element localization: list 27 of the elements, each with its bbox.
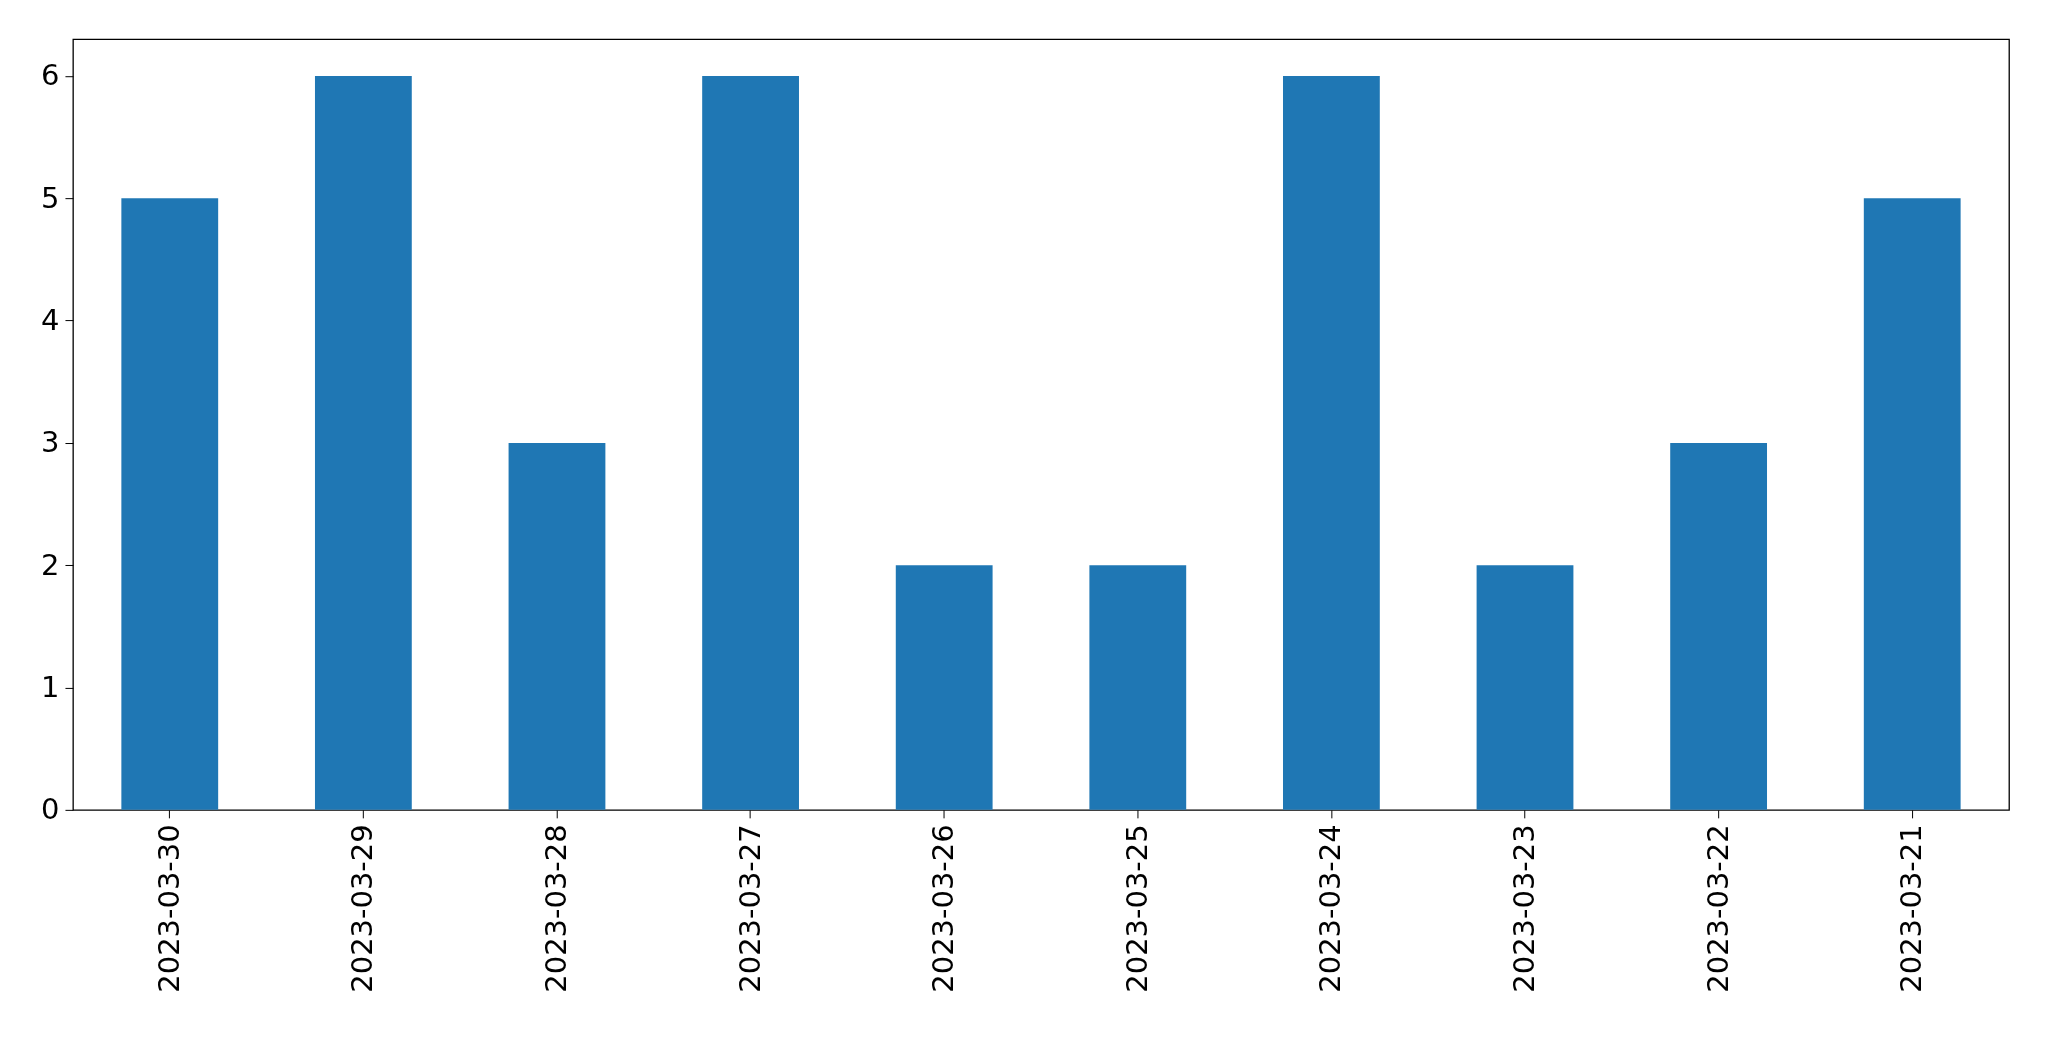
bar [1089,565,1187,810]
x-tick-label: 2023-03-26 [926,824,961,993]
bar [1670,442,1768,810]
bar [314,75,412,810]
y-tick-label: 5 [41,180,60,215]
x-tick-label: 2023-03-23 [1507,824,1541,993]
x-tick-label: 2023-03-28 [538,824,573,993]
y-tick-label: 4 [41,303,60,338]
bar [508,442,606,810]
bar [121,198,219,810]
x-tick-label: 2023-03-22 [1700,824,1735,993]
x-tick-label: 2023-03-25 [1119,824,1154,993]
y-tick-label: 3 [41,425,60,460]
x-tick-label: 2023-03-21 [1894,824,1929,993]
x-tick-label: 2023-03-29 [345,824,380,993]
y-tick-label: 0 [41,792,60,827]
x-tick-label: 2023-03-27 [732,824,767,993]
y-tick-label: 2 [41,547,60,582]
bar [1476,565,1574,810]
bar [702,75,799,810]
x-tick-label: 2023-03-30 [151,824,186,993]
x-tick-label: 2023-03-24 [1313,824,1348,993]
bar [1283,75,1380,810]
bar [1863,198,1961,810]
y-tick-label: 6 [41,58,60,93]
bar [895,565,993,810]
y-tick-label: 1 [41,670,60,705]
